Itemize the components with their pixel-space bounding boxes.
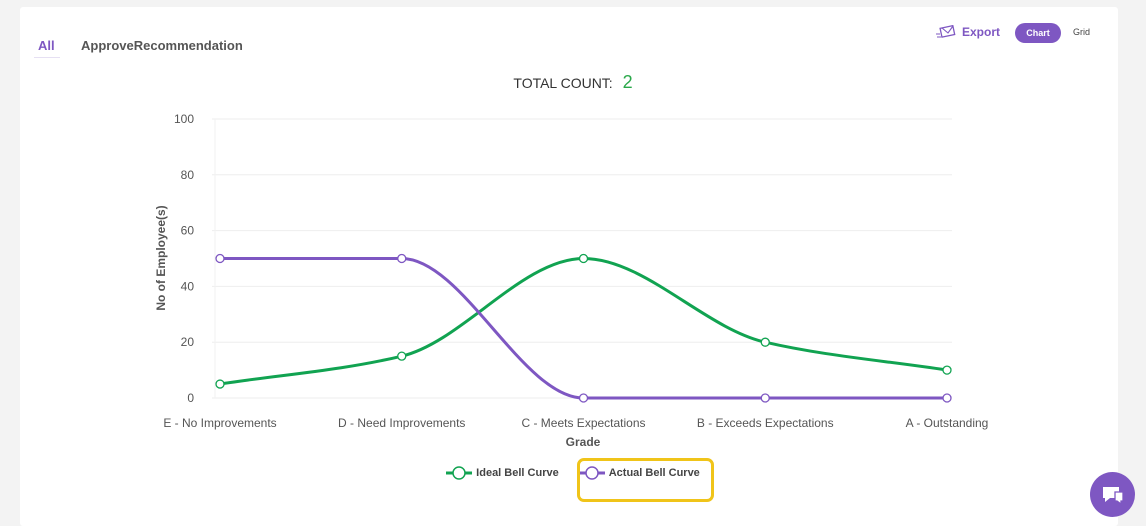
tab-approve-recommendation[interactable]: ApproveRecommendation (81, 38, 243, 53)
y-tick-label: 0 (187, 391, 194, 405)
legend-ideal-marker-icon (446, 466, 473, 480)
legend-actual-marker-icon (578, 466, 605, 480)
y-tick-label: 60 (181, 224, 195, 238)
chat-icon (1102, 486, 1124, 505)
y-tick-label: 100 (174, 112, 194, 126)
export-label: Export (962, 25, 1001, 39)
x-tick-label: A - Outstanding (906, 416, 989, 430)
ideal-bell-curve-line (219, 256, 948, 386)
chart-card (20, 7, 1118, 526)
x-tick-label: D - Need Improvements (338, 416, 465, 430)
x-tick-label: E - No Improvements (163, 416, 276, 430)
ideal-data-point (942, 365, 952, 375)
actual-data-point (760, 393, 770, 403)
actual-data-point (578, 393, 589, 403)
y-tick-label: 80 (181, 168, 195, 182)
actual-data-point (397, 253, 407, 264)
ideal-data-point (760, 337, 770, 347)
actual-data-point (942, 393, 952, 403)
tab-all[interactable]: All (38, 38, 55, 53)
legend-item-ideal[interactable]: Ideal Bell Curve (446, 466, 559, 480)
x-tick-label: C - Meets Expectations (521, 416, 645, 430)
legend-ideal-label: Ideal Bell Curve (476, 467, 559, 479)
chart-legend: Ideal Bell Curve Actual Bell Curve (0, 466, 1146, 480)
total-count-label: TOTAL COUNT: (513, 75, 613, 91)
chart-toggle-button[interactable]: Chart (1015, 23, 1061, 43)
ideal-data-point (397, 351, 407, 361)
y-axis-title: No of Employee(s) (154, 205, 168, 310)
x-axis-title: Grade (566, 435, 601, 449)
export-button[interactable]: Export (936, 25, 1000, 39)
chat-button[interactable] (1090, 472, 1135, 517)
export-icon (936, 25, 956, 38)
ideal-data-point (578, 253, 589, 264)
y-tick-label: 20 (181, 335, 195, 349)
y-tick-label: 40 (181, 279, 195, 293)
x-tick-label: B - Exceeds Expectations (697, 416, 834, 430)
legend-item-actual[interactable]: Actual Bell Curve (578, 466, 700, 480)
actual-bell-curve-line (220, 256, 947, 400)
ideal-data-point (215, 379, 225, 389)
grid-toggle-button[interactable]: Grid (1073, 27, 1091, 37)
tab-underline (34, 57, 60, 58)
total-count: TOTAL COUNT: 2 (0, 72, 1146, 93)
total-count-value: 2 (622, 72, 633, 92)
legend-actual-label: Actual Bell Curve (608, 467, 700, 479)
actual-data-point (215, 253, 225, 264)
legend-highlight-box (577, 458, 714, 502)
